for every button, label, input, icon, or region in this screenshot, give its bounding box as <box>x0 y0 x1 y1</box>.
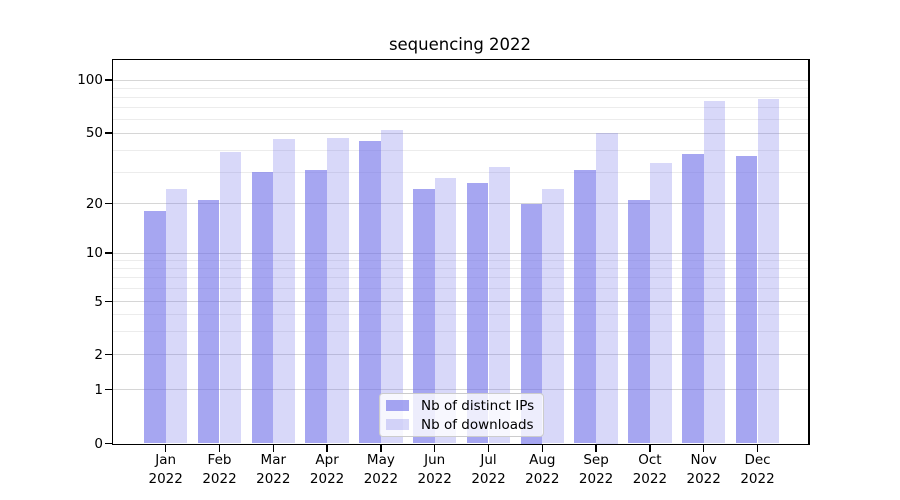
legend-label-downloads: Nb of downloads <box>421 416 534 433</box>
y-tick-2 <box>104 353 112 356</box>
x-tick-label-sep: Sep 2022 <box>578 451 614 487</box>
legend-item-distinct-ips: Nb of distinct IPs <box>386 398 537 414</box>
major-gridline <box>113 252 808 254</box>
chart-title: sequencing 2022 <box>388 35 532 54</box>
major-gridline <box>113 354 808 355</box>
x-tick-label-dec: Dec 2022 <box>740 451 775 487</box>
y-tick-5 <box>104 300 112 303</box>
bar-distinct-ips-may <box>359 141 381 444</box>
bar-downloads-mar <box>273 139 295 444</box>
y-tick-label-5: 5 <box>94 293 103 310</box>
bar-downloads-jun <box>434 177 457 444</box>
bar-distinct-ips-jan <box>144 211 166 444</box>
bar-downloads-jul <box>488 167 511 444</box>
bar-downloads-oct <box>649 162 672 444</box>
x-tick-label-nov: Nov 2022 <box>686 451 721 487</box>
bar-distinct-ips-feb <box>197 199 220 444</box>
minor-gridline <box>113 259 808 261</box>
bar-distinct-ips-apr <box>305 169 328 444</box>
bar-distinct-ips-aug <box>520 203 543 444</box>
y-tick-100 <box>104 79 112 81</box>
major-gridline <box>113 132 808 134</box>
minor-gridline <box>113 288 808 290</box>
y-tick-label-50: 50 <box>85 125 103 141</box>
bar-distinct-ips-oct <box>628 199 650 444</box>
y-tick-20 <box>104 202 112 205</box>
legend-label-distinct-ips: Nb of distinct IPs <box>421 397 535 414</box>
minor-gridline <box>113 330 808 332</box>
major-gridline <box>113 301 808 302</box>
x-tick-aug <box>541 445 543 452</box>
x-tick-dec <box>756 445 759 452</box>
x-tick-nov <box>703 445 705 452</box>
major-gridline <box>113 389 808 390</box>
legend-swatch-distinct-ips <box>386 400 409 411</box>
bar-distinct-ips-dec <box>735 156 758 444</box>
y-tick-0 <box>104 442 112 445</box>
y-tick-label-20: 20 <box>85 195 103 212</box>
bar-downloads-dec <box>757 98 780 444</box>
major-gridline <box>113 79 808 81</box>
minor-gridline <box>113 277 808 279</box>
axis-spine-left <box>111 58 113 445</box>
bar-distinct-ips-nov <box>682 154 704 444</box>
x-tick-jun <box>434 445 436 452</box>
bar-distinct-ips-sep <box>574 169 597 444</box>
x-tick-label-jul: Jul 2022 <box>471 451 506 487</box>
major-gridline <box>113 203 808 204</box>
x-tick-label-jun: Jun 2022 <box>417 451 452 487</box>
x-tick-oct <box>649 445 651 452</box>
bar-distinct-ips-jun <box>413 189 435 444</box>
minor-gridline <box>113 96 808 98</box>
y-tick-label-1: 1 <box>94 381 103 398</box>
bar-downloads-sep <box>596 133 618 444</box>
bar-distinct-ips-jul <box>466 183 489 444</box>
x-tick-label-may: May 2022 <box>363 451 399 487</box>
x-tick-may <box>380 445 382 452</box>
minor-gridline <box>113 313 808 315</box>
bar-downloads-feb <box>219 152 242 444</box>
y-tick-1 <box>104 388 112 391</box>
bar-downloads-jan <box>165 189 188 444</box>
x-tick-apr <box>326 445 328 452</box>
x-tick-jul <box>487 445 490 452</box>
x-tick-label-apr: Apr 2022 <box>309 451 345 487</box>
y-tick-label-100: 100 <box>77 72 103 88</box>
y-tick-label-2: 2 <box>94 346 103 363</box>
legend-item-downloads: Nb of downloads <box>386 417 537 433</box>
x-tick-jan <box>165 445 167 452</box>
minor-gridline <box>113 87 808 89</box>
x-tick-label-mar: Mar 2022 <box>256 451 291 487</box>
axis-spine-right <box>808 58 810 445</box>
y-tick-label-10: 10 <box>85 245 103 261</box>
x-tick-mar <box>272 445 274 452</box>
bar-distinct-ips-mar <box>251 172 274 444</box>
minor-gridline <box>113 118 808 120</box>
legend-swatch-downloads <box>386 419 409 430</box>
x-tick-feb <box>218 445 221 452</box>
x-tick-label-jan: Jan 2022 <box>148 451 183 487</box>
bar-downloads-may <box>380 130 403 444</box>
minor-gridline <box>113 149 808 151</box>
x-tick-label-oct: Oct 2022 <box>632 451 668 487</box>
minor-gridline <box>113 106 808 108</box>
bar-downloads-apr <box>327 137 349 444</box>
y-tick-50 <box>104 132 112 134</box>
x-tick-sep <box>595 445 597 452</box>
axis-spine-bottom <box>111 443 810 445</box>
y-tick-10 <box>104 252 112 254</box>
y-tick-label-0: 0 <box>94 435 103 452</box>
minor-gridline <box>113 171 808 173</box>
legend: Nb of distinct IPs Nb of downloads <box>379 393 544 437</box>
bar-downloads-nov <box>703 100 726 444</box>
x-tick-label-aug: Aug 2022 <box>525 451 560 487</box>
bar-downloads-aug <box>542 189 564 444</box>
axis-spine-top <box>111 58 810 60</box>
x-tick-label-feb: Feb 2022 <box>202 451 237 487</box>
minor-gridline <box>113 268 808 270</box>
